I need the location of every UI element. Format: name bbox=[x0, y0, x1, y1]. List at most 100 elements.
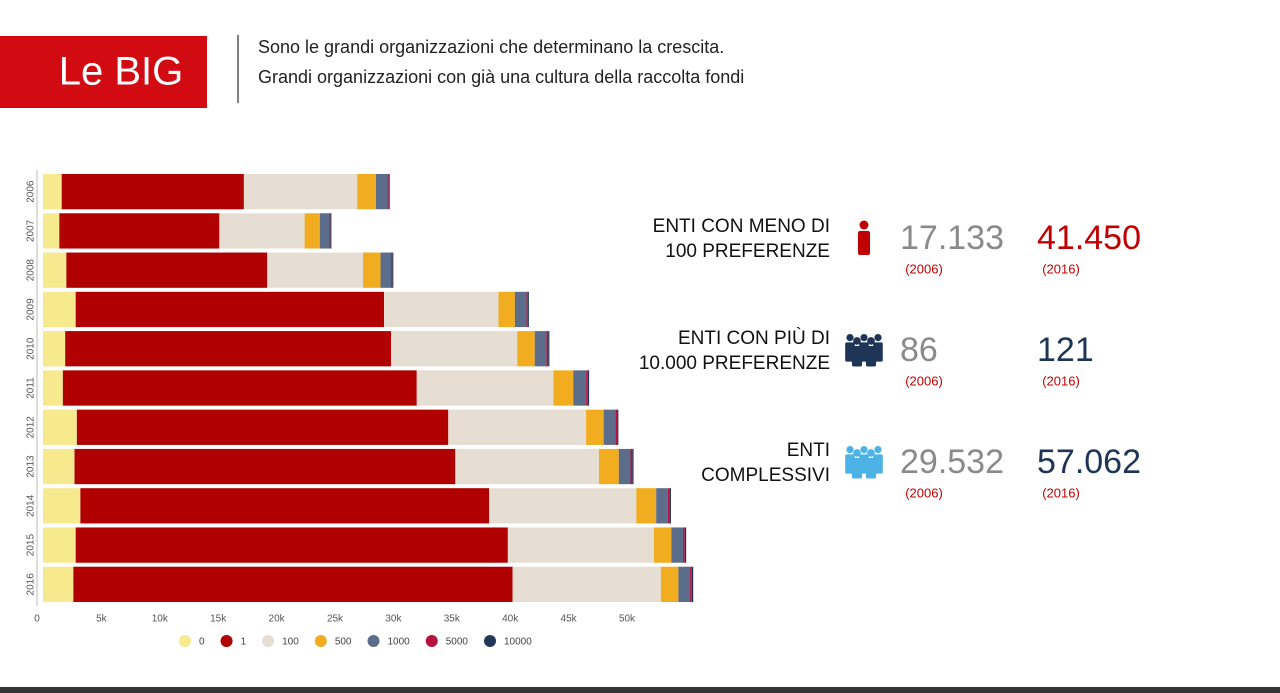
bar-segment bbox=[598, 448, 619, 485]
y-tick-label: 2008 bbox=[26, 259, 37, 282]
bar-segment bbox=[455, 448, 599, 485]
bar-segment bbox=[219, 213, 305, 249]
bar-segment bbox=[319, 213, 330, 249]
stat-label: 10.000 PREFERENZE bbox=[639, 353, 830, 374]
bar-segment bbox=[512, 566, 661, 602]
y-tick-label: 2014 bbox=[26, 494, 37, 517]
y-tick-label: 2013 bbox=[26, 455, 37, 478]
legend-swatch bbox=[314, 635, 327, 647]
bar-segment bbox=[618, 448, 631, 485]
icon bbox=[874, 334, 882, 342]
bar-segment bbox=[617, 409, 619, 445]
bar-segment bbox=[384, 291, 499, 328]
bar-segment bbox=[573, 370, 587, 406]
icon bbox=[865, 458, 877, 479]
bar-segment bbox=[375, 174, 388, 210]
bar-segment bbox=[534, 331, 547, 367]
x-tick-label: 50k bbox=[619, 614, 636, 625]
bar-segment bbox=[387, 174, 389, 210]
bar-segment bbox=[73, 566, 513, 602]
icon bbox=[867, 449, 875, 457]
icon bbox=[874, 446, 882, 454]
bar-segment bbox=[388, 174, 390, 210]
bar-segment bbox=[304, 213, 320, 249]
bar-segment bbox=[330, 213, 332, 249]
icon bbox=[851, 346, 863, 367]
bar-segment bbox=[43, 566, 74, 602]
bar-segment bbox=[489, 488, 637, 524]
stat-value: 17.133 bbox=[900, 219, 1004, 257]
bar-segment bbox=[43, 331, 66, 367]
legend-label: 10000 bbox=[504, 637, 532, 648]
stat-label: ENTI CON MENO DI bbox=[653, 216, 830, 237]
bar-segment bbox=[678, 566, 691, 602]
bar-segment bbox=[76, 409, 449, 445]
stat-label: COMPLESSIVI bbox=[701, 465, 830, 486]
bar-segment bbox=[43, 370, 63, 406]
x-tick-label: 5k bbox=[96, 614, 108, 625]
bar-segment bbox=[363, 252, 381, 288]
icon bbox=[853, 337, 861, 345]
icon bbox=[858, 231, 870, 255]
x-tick-label: 10k bbox=[152, 614, 169, 625]
bar-segment bbox=[392, 252, 394, 288]
icon bbox=[865, 346, 877, 367]
bar-segment bbox=[380, 252, 392, 288]
y-tick-label: 2007 bbox=[26, 219, 37, 242]
y-tick-label: 2010 bbox=[26, 337, 37, 360]
bar-segment bbox=[586, 409, 604, 445]
stat-value: 57.062 bbox=[1037, 443, 1141, 481]
icon bbox=[860, 334, 868, 342]
bar-segment bbox=[690, 566, 692, 602]
bar-segment bbox=[61, 174, 244, 210]
x-tick-label: 35k bbox=[444, 614, 461, 625]
legend-swatch bbox=[262, 635, 275, 647]
subtitle: Sono le grandi organizzazioni che determ… bbox=[258, 37, 724, 57]
icon bbox=[846, 334, 854, 342]
bar-segment bbox=[416, 370, 554, 406]
bar-segment bbox=[660, 566, 679, 602]
bar-segment bbox=[43, 252, 67, 288]
stat-label: 100 PREFERENZE bbox=[665, 241, 830, 262]
x-tick-label: 0 bbox=[34, 614, 40, 625]
y-tick-label: 2015 bbox=[26, 534, 37, 557]
legend-swatch bbox=[220, 635, 233, 647]
bar-segment bbox=[75, 527, 508, 563]
legend-swatch bbox=[425, 635, 438, 647]
bar-segment bbox=[615, 409, 618, 445]
stat-year: (2006) bbox=[905, 261, 943, 276]
stat-year: (2006) bbox=[905, 373, 943, 388]
bar-segment bbox=[630, 448, 633, 485]
bar-segment bbox=[498, 291, 515, 328]
bar-segment bbox=[514, 291, 527, 328]
bar-segment bbox=[587, 370, 590, 406]
bar-segment bbox=[548, 331, 550, 367]
bar-segment bbox=[43, 527, 76, 563]
bar-segment bbox=[62, 370, 417, 406]
bar-segment bbox=[656, 488, 668, 524]
stat-value: 29.532 bbox=[900, 443, 1004, 481]
x-tick-label: 40k bbox=[502, 614, 519, 625]
legend-swatch bbox=[367, 635, 380, 647]
stat-label: ENTI CON PIÙ DI bbox=[678, 327, 830, 349]
bar-segment bbox=[684, 527, 687, 563]
bar-segment bbox=[65, 331, 392, 367]
bar-segment bbox=[691, 566, 694, 602]
x-tick-label: 25k bbox=[327, 614, 344, 625]
bar-segment bbox=[667, 488, 670, 524]
bar-segment bbox=[526, 291, 528, 328]
bar-segment bbox=[43, 448, 75, 485]
icon bbox=[867, 337, 875, 345]
x-tick-label: 45k bbox=[561, 614, 578, 625]
bar-segment bbox=[43, 213, 60, 249]
stat-value: 121 bbox=[1037, 331, 1094, 369]
icon bbox=[851, 458, 863, 479]
y-tick-label: 2006 bbox=[26, 180, 37, 203]
icon bbox=[853, 449, 861, 457]
bar-segment bbox=[527, 291, 529, 328]
bottom-bar bbox=[0, 687, 1280, 693]
x-tick-label: 30k bbox=[385, 614, 402, 625]
bar-segment bbox=[517, 331, 535, 367]
bar-segment bbox=[391, 331, 518, 367]
